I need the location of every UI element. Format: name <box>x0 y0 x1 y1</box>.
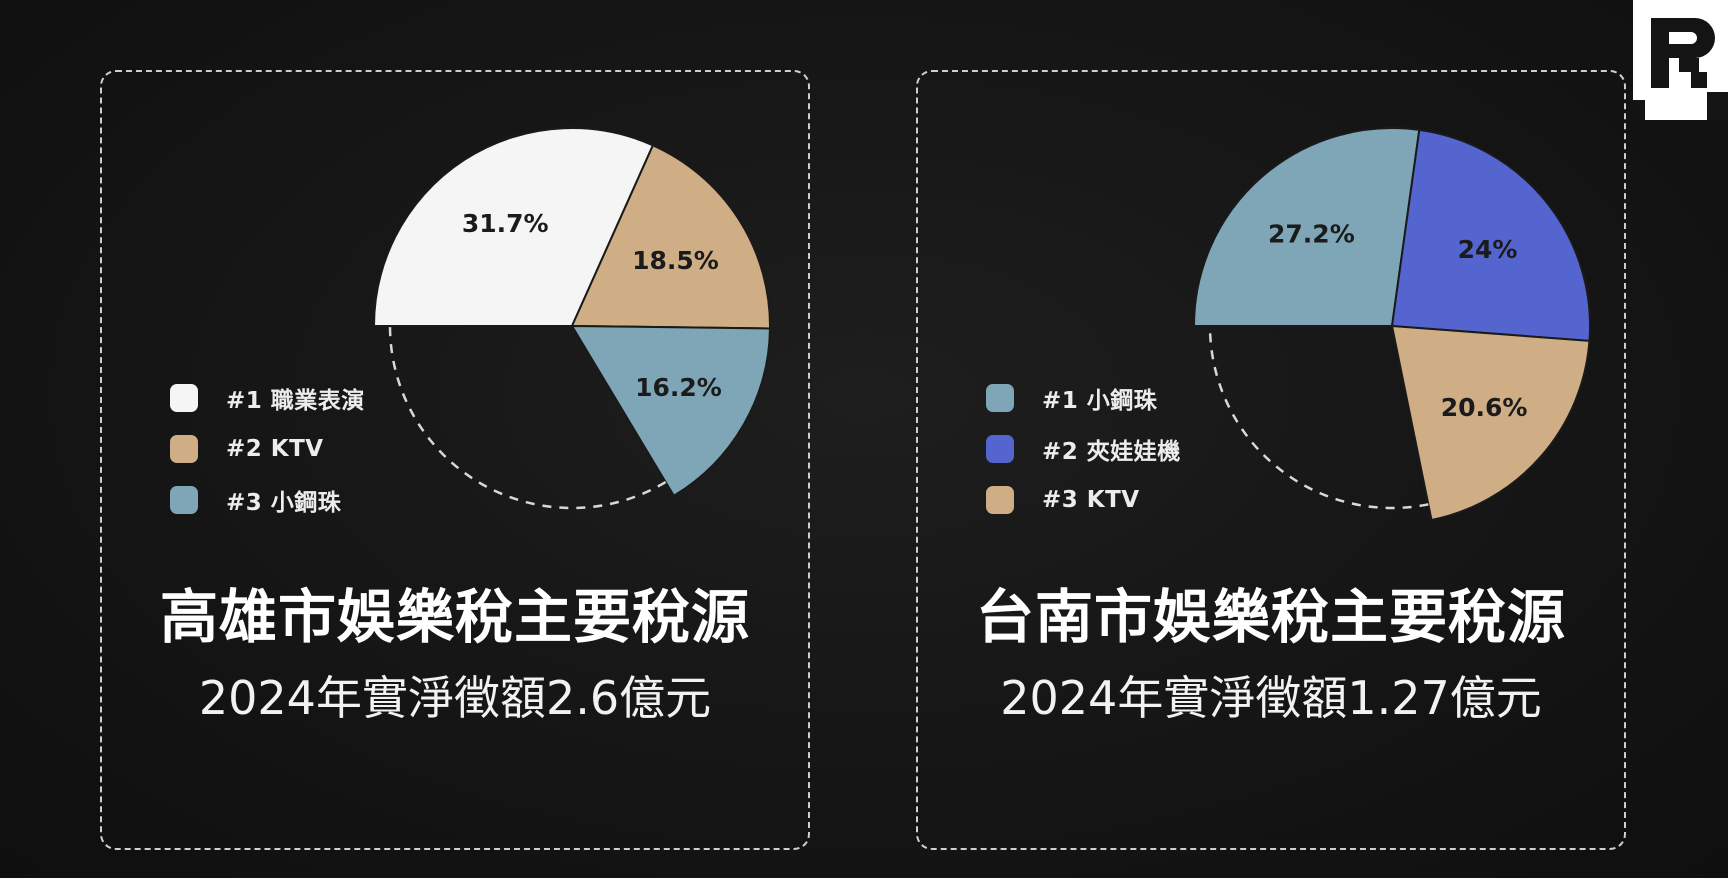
kaohsiung-chart-panel: 31.7% 18.5% 16.2% #1 職業表演 #2 KTV #3 小鋼珠 高雄… <box>100 70 810 850</box>
pie-slice-3 <box>570 324 771 498</box>
kaohsiung-pie-chart: 31.7% 18.5% 16.2% <box>372 127 771 510</box>
kaohsiung-chart-subtitle: 2024年實淨徵額2.6億元 <box>198 671 712 725</box>
kaohsiung-legend: #1 職業表演 #2 KTV #3 小鋼珠 <box>170 372 365 525</box>
pie-slice-1 <box>372 127 655 327</box>
legend-item-3: #3 小鋼珠 <box>170 474 365 525</box>
tainan-pie-chart: 27.2% 24% 20.6% <box>1192 127 1591 522</box>
legend-item-3: #3 KTV <box>986 474 1181 525</box>
pie-slice-2 <box>570 143 771 330</box>
tainan-chart-title: 台南市娛樂稅主要稅源 <box>975 583 1566 651</box>
publisher-logo-icon <box>1633 0 1728 120</box>
legend-label-2: #2 夾娃娃機 <box>1042 438 1181 465</box>
pie-slice-1 <box>1192 127 1421 327</box>
slice-data-label-1: 27.2% <box>1268 219 1355 248</box>
legend-swatch-2 <box>170 434 198 463</box>
legend-label-3: #3 小鋼珠 <box>226 489 342 516</box>
pie-slice-3 <box>1390 324 1591 522</box>
slice-data-label-1: 31.7% <box>462 209 549 238</box>
tainan-chart-subtitle: 2024年實淨徵額1.27億元 <box>1000 671 1542 725</box>
legend-swatch-2 <box>986 434 1014 463</box>
slice-data-label-3: 20.6% <box>1441 393 1528 422</box>
slice-data-label-2: 18.5% <box>632 246 719 275</box>
legend-label-3: #3 KTV <box>1042 486 1140 513</box>
legend-item-1: #1 職業表演 <box>170 372 365 423</box>
legend-swatch-3 <box>986 485 1014 514</box>
pie-slice-2 <box>1390 128 1591 342</box>
tainan-chart-panel: 27.2% 24% 20.6% #1 小鋼珠 #2 夾娃娃機 #3 KTV 台南市娛… <box>916 70 1626 850</box>
legend-label-1: #1 小鋼珠 <box>1042 387 1158 414</box>
legend-swatch-1 <box>986 383 1014 412</box>
legend-item-2: #2 KTV <box>170 423 365 474</box>
legend-label-2: #2 KTV <box>226 435 324 462</box>
legend-label-1: #1 職業表演 <box>226 387 365 414</box>
legend-swatch-3 <box>170 485 198 514</box>
kaohsiung-chart-title: 高雄市娛樂稅主要稅源 <box>159 583 750 651</box>
remainder-dashed-arc <box>1208 325 1429 510</box>
slice-data-label-2: 24% <box>1458 235 1518 264</box>
remainder-dashed-arc <box>388 325 667 510</box>
legend-item-2: #2 夾娃娃機 <box>986 423 1181 474</box>
legend-item-1: #1 小鋼珠 <box>986 372 1181 423</box>
tainan-legend: #1 小鋼珠 #2 夾娃娃機 #3 KTV <box>986 372 1181 525</box>
legend-swatch-1 <box>170 383 198 412</box>
slice-data-label-3: 16.2% <box>635 373 722 402</box>
